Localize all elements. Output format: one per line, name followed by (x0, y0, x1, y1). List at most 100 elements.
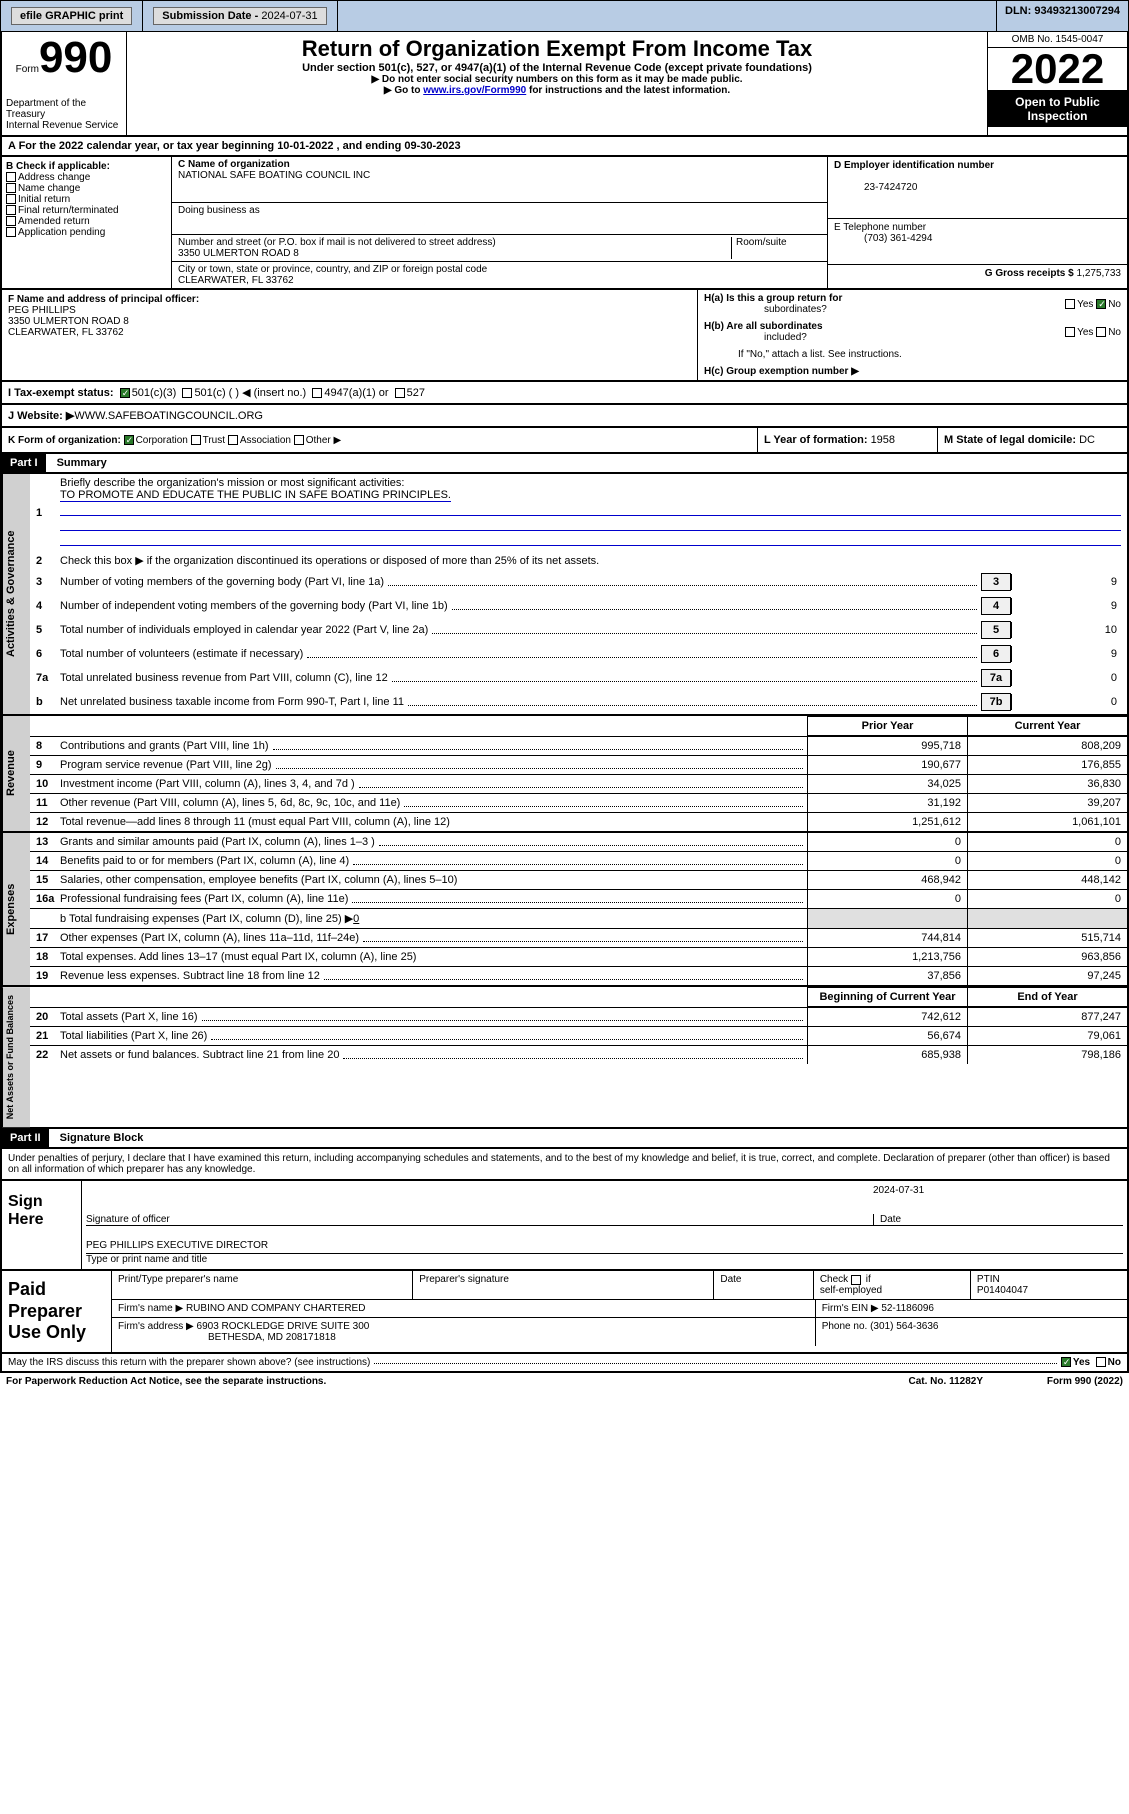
firm-ein-label: Firm's EIN ▶ (822, 1303, 882, 1314)
gross-value: 1,275,733 (1077, 268, 1122, 279)
l5-value: 10 (1011, 622, 1121, 638)
sign-here-label: Sign Here (2, 1181, 82, 1269)
l14-label: Benefits paid to or for members (Part IX… (60, 855, 349, 867)
submission-button[interactable]: Submission Date - 2024-07-31 (153, 7, 326, 25)
sig-date: 2024-07-31 (873, 1185, 1123, 1196)
l21-current: 79,061 (967, 1027, 1127, 1045)
l22-current: 798,186 (967, 1046, 1127, 1064)
phone-label: E Telephone number (834, 222, 926, 233)
prior-year-header: Prior Year (807, 716, 967, 736)
chk-4947[interactable] (312, 388, 322, 398)
l18-label: Total expenses. Add lines 13–17 (must eq… (60, 951, 416, 963)
l16a-label: Professional fundraising fees (Part IX, … (60, 893, 348, 905)
ha-yes[interactable] (1065, 299, 1075, 309)
firm-ein: 52-1186096 (881, 1303, 934, 1314)
hb-yes[interactable] (1065, 327, 1075, 337)
type-name-label: Type or print name and title (86, 1253, 1123, 1265)
chk-501c3[interactable] (120, 388, 130, 398)
discuss-yes[interactable] (1061, 1357, 1071, 1367)
part2-header: Part II Signature Block (0, 1129, 1129, 1149)
l1-value: TO PROMOTE AND EDUCATE THE PUBLIC IN SAF… (60, 489, 451, 502)
org-name-label: C Name of organization (178, 159, 290, 170)
hb-note: If "No," attach a list. See instructions… (698, 346, 1127, 363)
form-label: Form (16, 64, 39, 75)
officer-addr2: CLEARWATER, FL 33762 (8, 327, 124, 338)
tax-status-label: I Tax-exempt status: (8, 387, 114, 399)
checkbox-initial[interactable] (6, 194, 16, 204)
row-fh: F Name and address of principal officer:… (0, 290, 1129, 382)
l17-current: 515,714 (967, 929, 1127, 947)
street-value: 3350 ULMERTON ROAD 8 (178, 248, 299, 259)
dba-label: Doing business as (178, 205, 260, 216)
check-applicable-label: B Check if applicable: (6, 161, 110, 172)
phone-value: (703) 361-4294 (834, 233, 932, 244)
checkbox-address[interactable] (6, 172, 16, 182)
discuss-label: May the IRS discuss this return with the… (8, 1357, 370, 1368)
l9-prior: 190,677 (807, 756, 967, 774)
l7a-value: 0 (1011, 670, 1121, 686)
part1-header: Part I Summary (0, 454, 1129, 474)
l16a-current: 0 (967, 890, 1127, 908)
firm-name-label: Firm's name ▶ (118, 1303, 186, 1314)
efile-button[interactable]: efile GRAPHIC print (11, 7, 132, 25)
l20-label: Total assets (Part X, line 16) (60, 1011, 198, 1023)
street-label: Number and street (or P.O. box if mail i… (178, 237, 496, 248)
l11-prior: 31,192 (807, 794, 967, 812)
block-bcd: B Check if applicable: Address change Na… (0, 157, 1129, 290)
chk-assoc[interactable] (228, 435, 238, 445)
l18-current: 963,856 (967, 948, 1127, 966)
l15-prior: 468,942 (807, 871, 967, 889)
preparer-title: Paid Preparer Use Only (2, 1271, 112, 1352)
ein-label: D Employer identification number (834, 160, 994, 171)
l4-value: 9 (1011, 598, 1121, 614)
form-header: Form990 Department of the Treasury Inter… (0, 32, 1129, 137)
inspection-label: Open to Public Inspection (988, 91, 1127, 127)
checkbox-pending[interactable] (6, 227, 16, 237)
chk-corp[interactable] (124, 435, 134, 445)
footer: For Paperwork Reduction Act Notice, see … (0, 1373, 1129, 1390)
section-governance: Activities & Governance 1 Briefly descri… (0, 474, 1129, 716)
l13-current: 0 (967, 833, 1127, 851)
checkbox-name[interactable] (6, 183, 16, 193)
l7a-label: Total unrelated business revenue from Pa… (60, 672, 388, 684)
vtab-netassets: Net Assets or Fund Balances (2, 987, 30, 1127)
l12-prior: 1,251,612 (807, 813, 967, 831)
l20-current: 877,247 (967, 1008, 1127, 1026)
l16b-label: b Total fundraising expenses (Part IX, c… (60, 912, 353, 925)
chk-self-employed[interactable] (851, 1275, 861, 1285)
l17-label: Other expenses (Part IX, column (A), lin… (60, 932, 359, 944)
discuss-no[interactable] (1096, 1357, 1106, 1367)
row-a: A For the 2022 calendar year, or tax yea… (0, 137, 1129, 157)
section-netassets: Net Assets or Fund Balances Beginning of… (0, 987, 1129, 1129)
part2-title: Signature Block (52, 1132, 144, 1144)
checkbox-final[interactable] (6, 205, 16, 215)
irs-link[interactable]: www.irs.gov/Form990 (423, 85, 526, 96)
prep-date-label: Date (714, 1271, 813, 1299)
chk-501c[interactable] (182, 388, 192, 398)
officer-name: PEG PHILLIPS (8, 305, 76, 316)
l18-prior: 1,213,756 (807, 948, 967, 966)
chk-trust[interactable] (191, 435, 201, 445)
paperwork-label: For Paperwork Reduction Act Notice, see … (6, 1376, 326, 1387)
chk-other[interactable] (294, 435, 304, 445)
hb-no[interactable] (1096, 327, 1106, 337)
officer-addr1: 3350 ULMERTON ROAD 8 (8, 316, 129, 327)
declaration-text: Under penalties of perjury, I declare th… (0, 1149, 1129, 1181)
org-form-label: K Form of organization: (8, 435, 121, 446)
prep-phone-label: Phone no. (822, 1321, 870, 1332)
ha-no[interactable] (1096, 299, 1106, 309)
prep-name-label: Print/Type preparer's name (112, 1271, 413, 1299)
firm-addr2: BETHESDA, MD 208171818 (118, 1332, 336, 1343)
l11-label: Other revenue (Part VIII, column (A), li… (60, 797, 400, 809)
chk-527[interactable] (395, 388, 405, 398)
vtab-revenue: Revenue (2, 716, 30, 831)
discuss-row: May the IRS discuss this return with the… (0, 1354, 1129, 1373)
l9-label: Program service revenue (Part VIII, line… (60, 759, 272, 771)
l22-label: Net assets or fund balances. Subtract li… (60, 1049, 339, 1061)
l4-label: Number of independent voting members of … (60, 600, 448, 612)
domicile-label: M State of legal domicile: (944, 434, 1079, 446)
l3-value: 9 (1011, 574, 1121, 590)
l2-label: Check this box ▶ if the organization dis… (60, 554, 1121, 567)
website-value: WWW.SAFEBOATINGCOUNCIL.ORG (74, 410, 263, 422)
checkbox-amended[interactable] (6, 216, 16, 226)
